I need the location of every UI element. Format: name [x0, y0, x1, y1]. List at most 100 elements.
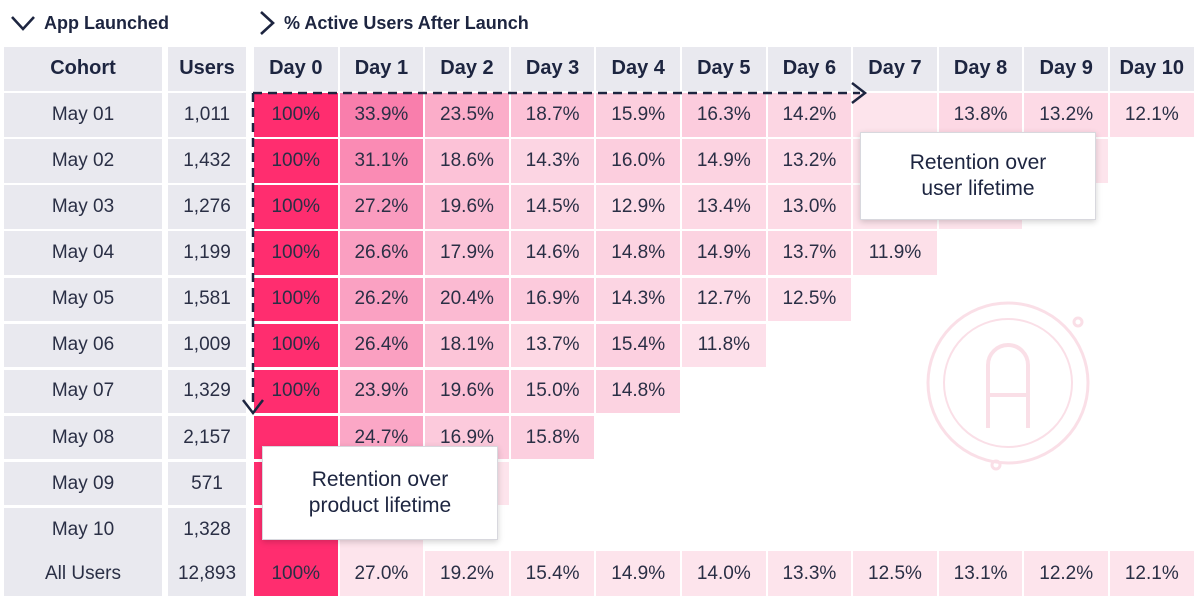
- cohort-label: May 08: [4, 415, 162, 460]
- retention-cell: 31.1%: [339, 139, 424, 183]
- retention-cell: 16.3%: [682, 93, 766, 137]
- column-header-day-5: Day 5: [682, 47, 766, 91]
- retention-cell: 100%: [254, 323, 338, 368]
- retention-cell: 15.4%: [596, 323, 680, 368]
- retention-cell: [853, 93, 937, 137]
- column-header-cohort: Cohort: [4, 47, 162, 91]
- retention-cell: 14.3%: [510, 139, 595, 183]
- retention-cell: 11.8%: [682, 323, 766, 368]
- callout-product-lifetime: Retention over product lifetime: [262, 446, 498, 540]
- total-cohort-label: All Users: [4, 551, 162, 596]
- column-header-day-6: Day 6: [767, 47, 852, 91]
- retention-cell: 100%: [254, 93, 338, 137]
- column-header-day-7: Day 7: [853, 47, 937, 91]
- retention-cell: 13.7%: [510, 323, 595, 368]
- retention-cell: 100%: [254, 139, 338, 183]
- column-header-day-2: Day 2: [425, 47, 509, 91]
- users-count: 571: [168, 461, 246, 506]
- retention-cell: 18.7%: [510, 93, 595, 137]
- retention-cell: 33.9%: [339, 93, 424, 137]
- retention-cell: 16.9%: [510, 277, 595, 321]
- users-count: 1,009: [168, 323, 246, 368]
- retention-cell: 14.6%: [510, 231, 595, 275]
- column-header-day-0: Day 0: [254, 47, 338, 91]
- users-count: 1,276: [168, 185, 246, 229]
- retention-cell: 13.2%: [767, 139, 852, 183]
- total-retention-cell: 12.2%: [1024, 551, 1108, 596]
- retention-cell: 14.8%: [596, 231, 680, 275]
- total-retention-cell: 13.1%: [938, 551, 1023, 596]
- users-count: 1,199: [168, 231, 246, 275]
- chevron-down-icon: [11, 16, 35, 31]
- retention-cell: 13.4%: [682, 185, 766, 229]
- retention-cell: 12.1%: [1110, 93, 1194, 137]
- callout-user-lifetime: Retention over user lifetime: [860, 132, 1096, 220]
- retention-cell: 15.9%: [596, 93, 680, 137]
- retention-cell: 11.9%: [853, 231, 937, 275]
- retention-cell: 27.2%: [339, 185, 424, 229]
- retention-cell: 100%: [254, 185, 338, 229]
- users-count: 1,432: [168, 139, 246, 183]
- total-retention-cell: 19.2%: [425, 551, 509, 596]
- cohort-label: May 04: [4, 231, 162, 275]
- retention-cell: 13.0%: [767, 185, 852, 229]
- retention-cell: 12.9%: [596, 185, 680, 229]
- active-users-label: % Active Users After Launch: [284, 12, 529, 33]
- cohort-label: May 02: [4, 139, 162, 183]
- total-retention-cell: 27.0%: [339, 551, 424, 596]
- column-header-day-3: Day 3: [510, 47, 595, 91]
- retention-cell: 15.0%: [510, 369, 595, 414]
- retention-cell: 20.4%: [425, 277, 509, 321]
- cohort-label: May 03: [4, 185, 162, 229]
- app-launched-header: App Launched: [10, 10, 169, 36]
- retention-cell: 100%: [254, 369, 338, 414]
- total-retention-cell: 100%: [254, 551, 338, 596]
- retention-cell: 13.7%: [767, 231, 852, 275]
- retention-cell: 26.6%: [339, 231, 424, 275]
- cohort-label: May 09: [4, 461, 162, 506]
- retention-cell: 13.2%: [1024, 93, 1108, 137]
- cohort-label: May 01: [4, 93, 162, 137]
- total-retention-cell: 13.3%: [767, 551, 852, 596]
- column-header-day-10: Day 10: [1110, 47, 1194, 91]
- cohort-label: May 05: [4, 277, 162, 321]
- retention-cell: 23.9%: [339, 369, 424, 414]
- retention-cell: 15.8%: [510, 415, 595, 460]
- retention-cell: 18.1%: [425, 323, 509, 368]
- total-users-count: 12,893: [168, 551, 246, 596]
- users-count: 2,157: [168, 415, 246, 460]
- total-retention-cell: 12.1%: [1110, 551, 1194, 596]
- users-count: 1,329: [168, 369, 246, 414]
- column-header-day-8: Day 8: [938, 47, 1023, 91]
- retention-cell: 26.2%: [339, 277, 424, 321]
- column-header-day-1: Day 1: [339, 47, 424, 91]
- cohort-label: May 07: [4, 369, 162, 414]
- retention-cell: 100%: [254, 231, 338, 275]
- retention-cell: 26.4%: [339, 323, 424, 368]
- app-launched-label: App Launched: [44, 12, 169, 33]
- retention-cell: 14.5%: [510, 185, 595, 229]
- retention-cell: 18.6%: [425, 139, 509, 183]
- retention-cell: 19.6%: [425, 185, 509, 229]
- retention-cell: 100%: [254, 277, 338, 321]
- cohort-label: May 10: [4, 508, 162, 552]
- total-retention-cell: 14.0%: [682, 551, 766, 596]
- retention-cell: 17.9%: [425, 231, 509, 275]
- active-users-header: % Active Users After Launch: [258, 10, 529, 36]
- users-count: 1,011: [168, 93, 246, 137]
- retention-cell: 13.8%: [938, 93, 1023, 137]
- total-retention-cell: 14.9%: [596, 551, 680, 596]
- users-count: 1,328: [168, 508, 246, 552]
- retention-cell: 14.2%: [767, 93, 852, 137]
- retention-cell: 16.0%: [596, 139, 680, 183]
- column-header-day-4: Day 4: [596, 47, 680, 91]
- retention-cell: 19.6%: [425, 369, 509, 414]
- retention-cell: 14.8%: [596, 369, 680, 414]
- retention-cell: 23.5%: [425, 93, 509, 137]
- column-header-users: Users: [168, 47, 246, 91]
- column-header-day-9: Day 9: [1024, 47, 1108, 91]
- chevron-right-icon: [260, 11, 275, 35]
- retention-cell: 12.7%: [682, 277, 766, 321]
- total-retention-cell: 12.5%: [853, 551, 937, 596]
